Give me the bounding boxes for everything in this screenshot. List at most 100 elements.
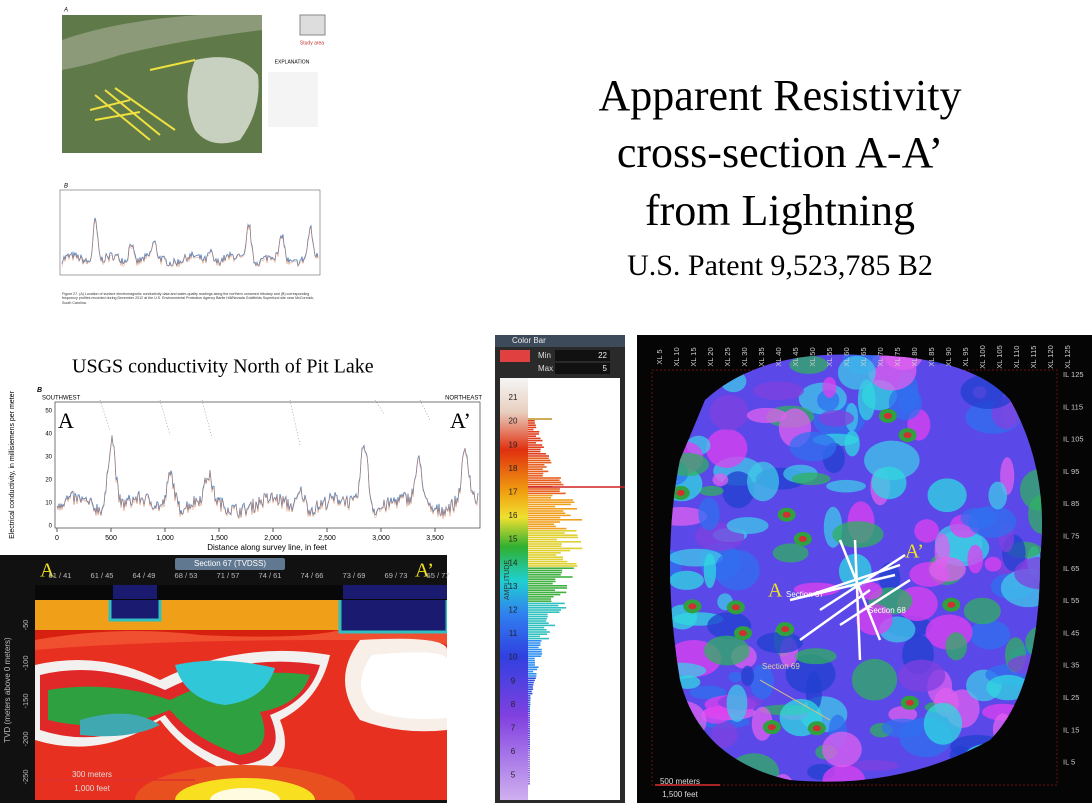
histogram-bar <box>528 593 561 596</box>
map-blob <box>929 556 967 582</box>
map-blob <box>822 764 866 782</box>
histogram-bar <box>528 637 549 640</box>
section-end: A’ <box>905 541 924 563</box>
il-label: IL 55 <box>1063 596 1079 605</box>
subtitle: U.S. Patent 9,523,785 B2 <box>627 249 933 282</box>
histogram-bar <box>528 505 556 508</box>
max-input[interactable] <box>555 363 610 374</box>
histogram-bar <box>528 422 535 424</box>
map-blob <box>864 440 920 481</box>
xl-label: XL 40 <box>774 347 783 366</box>
xl-label: XL 100 <box>978 345 987 369</box>
section-tab[interactable] <box>175 558 285 570</box>
histogram-bar <box>528 783 530 785</box>
histogram-bar <box>528 708 530 710</box>
histogram-bar <box>528 433 539 435</box>
map-blob <box>837 355 876 390</box>
title-line: from Lightning <box>645 186 915 235</box>
histogram-bar <box>528 706 530 708</box>
map-blob <box>818 410 855 427</box>
histogram-bar <box>528 602 565 605</box>
map-blob <box>984 556 1002 572</box>
color-tick-label: 19 <box>509 440 518 449</box>
histogram-bar <box>528 455 549 457</box>
map-blob <box>988 481 1008 510</box>
histogram-bar <box>528 420 535 422</box>
map-blob <box>968 505 1017 538</box>
il-label: IL 5 <box>1063 758 1075 767</box>
color-tick-label: 7 <box>511 724 516 733</box>
histogram-bar <box>528 668 538 671</box>
map-blob <box>881 718 924 738</box>
map-blob <box>986 674 1030 701</box>
section-label: Section 69 <box>762 662 800 671</box>
column-label: 69 / 73 <box>385 571 408 580</box>
il-label: IL 105 <box>1063 435 1084 444</box>
map-blob <box>703 635 750 666</box>
map-blob <box>822 376 837 398</box>
color-tick-label: 8 <box>511 700 516 709</box>
palette-icon[interactable] <box>500 350 530 362</box>
xl-label: XL 65 <box>859 347 868 366</box>
color-tick-label: 11 <box>509 629 518 638</box>
histogram-bar <box>528 514 571 517</box>
color-tick-label: 9 <box>511 676 516 685</box>
histogram-bar <box>528 444 543 446</box>
histogram-bar <box>528 578 556 580</box>
map-blob <box>855 603 893 636</box>
color-tick-label: 5 <box>511 771 516 780</box>
color-tick-label: 12 <box>509 606 518 615</box>
map-blob <box>903 432 912 439</box>
histogram-bar <box>528 435 537 437</box>
histogram-bar <box>528 613 548 616</box>
histogram-bar <box>528 477 561 479</box>
title-line: cross-section A-A’ <box>617 128 943 177</box>
histogram-bar <box>528 657 535 660</box>
histogram-bar <box>528 772 530 774</box>
histogram-bar <box>528 697 531 699</box>
map-blob <box>945 632 968 661</box>
map-blob <box>728 671 743 683</box>
section-label: Section 67 <box>786 590 824 599</box>
il-label: IL 115 <box>1063 402 1083 411</box>
map-blob <box>670 662 707 679</box>
histogram-bar <box>528 552 561 554</box>
inset-map <box>299 14 326 36</box>
section-end: A’ <box>415 560 434 582</box>
map-blob <box>798 535 807 542</box>
histogram-bar <box>528 640 542 642</box>
histogram-bar <box>528 459 551 462</box>
histogram-bar <box>528 620 547 622</box>
column-label: 73 / 69 <box>343 571 366 580</box>
histogram-bar <box>528 609 562 611</box>
map-blob <box>871 466 907 500</box>
map-blob <box>741 665 754 687</box>
road <box>62 15 262 70</box>
plot-frame <box>59 189 321 276</box>
histogram-bar <box>528 736 530 739</box>
histogram-bar <box>528 560 568 563</box>
column-label: 64 / 49 <box>133 571 156 580</box>
histogram-bar <box>528 424 536 426</box>
min-input[interactable] <box>555 350 610 361</box>
il-label: IL 65 <box>1063 564 1079 573</box>
map-blob <box>712 473 729 487</box>
depth-label: -200 <box>21 731 30 746</box>
histogram-bar <box>528 450 541 453</box>
il-label: IL 45 <box>1063 628 1079 637</box>
map-blob <box>782 511 791 518</box>
y-label: TVD (meters above 0 meters) <box>3 637 12 743</box>
histogram-bar <box>528 690 532 693</box>
histogram-bar <box>528 525 556 528</box>
map-blob <box>963 597 1001 625</box>
map-blob <box>888 385 922 421</box>
title-bar <box>495 335 625 347</box>
map-blob <box>676 489 685 496</box>
map-blob <box>883 412 892 419</box>
map-blob <box>851 658 898 701</box>
il-label: IL 125 <box>1063 370 1084 379</box>
profile <box>56 436 479 520</box>
map-blob <box>688 603 697 610</box>
histogram-bar <box>528 470 549 473</box>
histogram-bar <box>528 576 573 578</box>
